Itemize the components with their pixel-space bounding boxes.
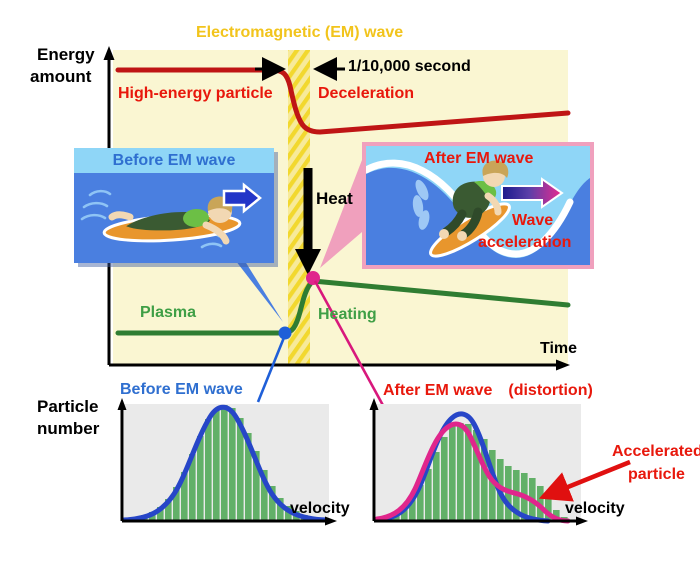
before-em-wave-panel-header: Before EM wave bbox=[74, 148, 274, 173]
particle-number-axis-label-line1: Particle bbox=[37, 397, 99, 416]
histogram-after-title: After EM wave (distortion) bbox=[383, 382, 593, 399]
motion-arrow-icon bbox=[222, 182, 262, 214]
histogram-after-original-curve bbox=[374, 411, 551, 524]
heat-label: Heat bbox=[316, 189, 353, 208]
energy-axis-label-line2: amount bbox=[30, 67, 92, 86]
after-panel-callout-tail bbox=[320, 160, 362, 268]
splash-icon bbox=[412, 179, 430, 230]
after-em-wave-panel-title: After EM wave bbox=[424, 150, 534, 167]
wave-acceleration-caption-line1: Wave bbox=[512, 212, 554, 229]
histogram-after-x-arrowhead bbox=[576, 516, 588, 526]
surfer-arm-back-icon bbox=[108, 211, 134, 221]
histogram-before-x-label: velocity bbox=[290, 500, 350, 517]
histogram-after bbox=[369, 398, 631, 526]
surfer-shirt-icon bbox=[183, 208, 209, 228]
surfer-foot-front-icon bbox=[457, 231, 467, 241]
surfer-arm-front-icon bbox=[202, 221, 230, 245]
accelerated-particle-arrow bbox=[538, 459, 631, 502]
histogram-before-x-arrowhead bbox=[325, 516, 337, 526]
wave-acceleration-caption-line2: acceleration bbox=[478, 234, 572, 251]
histogram-after-x-label: velocity bbox=[565, 500, 625, 517]
heat-arrowhead bbox=[295, 249, 321, 275]
em-wave-title: Electromagnetic (EM) wave bbox=[196, 24, 404, 41]
time-axis-label: Time bbox=[540, 340, 578, 357]
histogram-before-title: Before EM wave bbox=[120, 381, 243, 398]
histogram-after-y-arrowhead bbox=[369, 398, 379, 410]
before-connector-line bbox=[256, 334, 287, 403]
surfer-hair-icon bbox=[482, 160, 509, 178]
particle-number-axis-label-line2: number bbox=[37, 419, 100, 438]
time-x-axis-arrowhead bbox=[556, 359, 570, 371]
after-connector-line bbox=[313, 280, 387, 410]
accelerated-particle-label-line1: Accelerated bbox=[612, 443, 700, 460]
after-em-wave-panel[interactable]: After EM wave Wave acceleration bbox=[362, 142, 594, 269]
plasma-label: Plasma bbox=[140, 304, 197, 321]
histogram-before-curve bbox=[121, 404, 329, 523]
high-energy-particle-label: High-energy particle bbox=[118, 85, 273, 102]
after-em-wave-point bbox=[306, 271, 320, 285]
energy-y-axis-arrowhead bbox=[103, 46, 115, 60]
histogram-before bbox=[117, 398, 337, 526]
before-panel-callout-tail bbox=[232, 256, 283, 322]
before-em-wave-panel-body bbox=[74, 173, 274, 263]
histogram-after-distorted-curve bbox=[374, 421, 571, 524]
energy-axis-label-line1: Energy bbox=[37, 45, 95, 64]
surfer-arm-icon bbox=[484, 192, 502, 216]
heating-label: Heating bbox=[318, 306, 377, 323]
wave-acceleration-arrow-icon bbox=[501, 177, 564, 209]
wave-crest-icon bbox=[366, 159, 574, 258]
before-em-wave-panel[interactable]: Before EM wave bbox=[74, 148, 274, 263]
deceleration-label: Deceleration bbox=[318, 85, 415, 102]
accelerated-particle-label-line2: particle bbox=[628, 466, 685, 483]
histogram-before-bars bbox=[125, 405, 316, 521]
histogram-before-y-arrowhead bbox=[117, 398, 127, 410]
before-em-wave-panel-title: Before EM wave bbox=[112, 151, 236, 169]
before-em-wave-point bbox=[278, 326, 292, 340]
duration-label: 1/10,000 second bbox=[348, 58, 471, 75]
surfer-foot-back-icon bbox=[439, 229, 449, 239]
